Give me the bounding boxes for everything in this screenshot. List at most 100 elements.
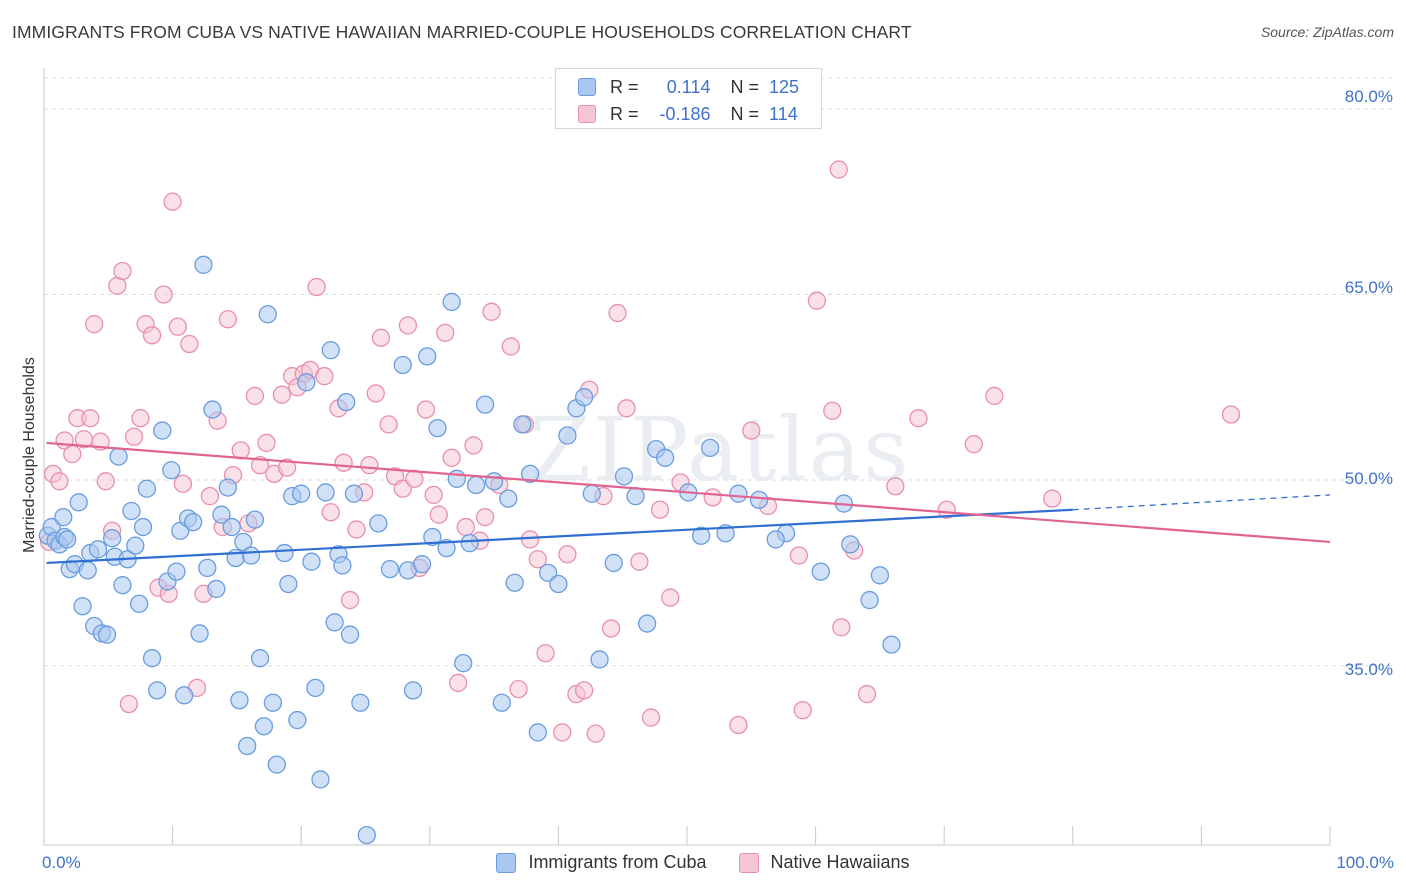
cuba-point bbox=[604, 553, 623, 573]
legend-row-cuba: R = 0.114 N = 125 bbox=[578, 75, 799, 99]
hawaii-point bbox=[371, 328, 391, 347]
cuba-point bbox=[691, 526, 711, 545]
cuba-point bbox=[198, 558, 217, 578]
y-tick-label: 35.0% bbox=[1344, 660, 1393, 679]
cuba-point bbox=[520, 464, 540, 484]
y-axis-label: Married-couple Households bbox=[21, 357, 38, 553]
hawaii-point bbox=[829, 160, 848, 179]
cuba-point bbox=[729, 484, 748, 503]
hawaii-point bbox=[482, 302, 501, 321]
cuba-point bbox=[337, 392, 356, 412]
cuba-point bbox=[57, 530, 77, 549]
cuba-point bbox=[207, 579, 226, 599]
cuba-point bbox=[582, 484, 601, 503]
hawaii-point bbox=[703, 488, 722, 507]
hawaii-point bbox=[857, 684, 877, 704]
cuba-point bbox=[222, 517, 241, 537]
cuba-point bbox=[558, 426, 577, 445]
cuba-point bbox=[369, 514, 388, 533]
hawaii-point bbox=[558, 545, 577, 564]
cuba-point bbox=[860, 590, 879, 610]
cuba-point bbox=[245, 510, 265, 529]
legend-label: Native Hawaiians bbox=[770, 852, 910, 872]
hawaii-point bbox=[520, 530, 540, 549]
hawaii-point bbox=[553, 723, 572, 742]
hawaii-point bbox=[742, 421, 761, 440]
cuba-point bbox=[292, 484, 311, 503]
cuba-point bbox=[113, 576, 132, 595]
cuba-point bbox=[655, 448, 675, 467]
legend-item-hawaii: Native Hawaiians bbox=[738, 852, 910, 873]
cuba-point bbox=[184, 512, 203, 532]
hawaii-point bbox=[807, 291, 827, 310]
cuba-point bbox=[499, 489, 518, 508]
hawaii-point bbox=[163, 192, 182, 211]
cuba-point bbox=[263, 693, 283, 712]
cuba-point bbox=[230, 691, 249, 710]
x-tick-label: 100.0% bbox=[1336, 853, 1394, 872]
hawaii-point bbox=[63, 444, 82, 464]
cuba-point bbox=[88, 540, 108, 559]
hawaii-point bbox=[509, 679, 528, 699]
y-tick-label: 65.0% bbox=[1344, 278, 1393, 297]
hawaii-point bbox=[360, 456, 379, 475]
cuba-point bbox=[254, 717, 274, 736]
hawaii-point bbox=[456, 517, 475, 537]
cuba-point bbox=[279, 574, 298, 594]
cuba-point bbox=[466, 475, 486, 495]
hawaii-trend-line bbox=[46, 441, 1331, 544]
hawaii-point bbox=[250, 456, 270, 475]
cuba-point bbox=[447, 469, 466, 488]
hawaii-point bbox=[501, 337, 520, 356]
source-credit: Source: ZipAtlas.com bbox=[1260, 24, 1394, 40]
n-label: N = bbox=[730, 103, 760, 124]
hawaii-point bbox=[630, 552, 649, 571]
n-value: 114 bbox=[769, 103, 798, 124]
cuba-point bbox=[428, 418, 447, 438]
hawaii-point bbox=[964, 435, 983, 454]
cuba-trend-line bbox=[46, 508, 1073, 565]
hawaii-point bbox=[424, 485, 443, 505]
cuba-point bbox=[137, 479, 157, 498]
cuba-point bbox=[574, 388, 594, 407]
legend-label: Immigrants from Cuba bbox=[528, 852, 707, 872]
cuba-point bbox=[423, 527, 442, 547]
hawaii-point bbox=[321, 503, 340, 522]
cuba-point bbox=[162, 461, 181, 480]
hawaii-point bbox=[96, 472, 115, 491]
hawaii-point bbox=[574, 681, 594, 700]
immigrants-from-cuba-series bbox=[38, 255, 901, 845]
hawaii-point bbox=[81, 409, 100, 428]
hawaii-point bbox=[398, 316, 418, 335]
hawaii-point bbox=[823, 401, 842, 420]
cuba-point bbox=[306, 678, 325, 698]
hawaii-point bbox=[168, 317, 187, 336]
hawaii-swatch-icon bbox=[738, 852, 759, 873]
cuba-point bbox=[538, 563, 558, 582]
cuba-point bbox=[275, 543, 294, 563]
hawaii-point bbox=[307, 277, 326, 297]
hawaii-point bbox=[366, 384, 385, 403]
y-tick-label: 80.0% bbox=[1344, 87, 1393, 106]
hawaii-point bbox=[429, 505, 448, 524]
cuba-point bbox=[267, 755, 286, 774]
cuba-swatch-icon bbox=[578, 78, 596, 96]
n-value: 125 bbox=[769, 76, 800, 97]
hawaii-point bbox=[142, 326, 162, 345]
hawaii-point bbox=[379, 415, 398, 434]
cuba-point bbox=[841, 535, 860, 554]
cuba-point bbox=[357, 825, 376, 845]
hawaii-point bbox=[832, 618, 851, 637]
hawaii-point bbox=[393, 479, 412, 498]
cuba-point bbox=[190, 624, 209, 643]
cuba-point bbox=[97, 625, 117, 644]
r-label: R = bbox=[610, 76, 639, 97]
cuba-point bbox=[811, 562, 830, 581]
cuba-point bbox=[241, 546, 261, 565]
hawaii-point bbox=[641, 708, 661, 727]
hawaii-point bbox=[1221, 405, 1241, 424]
hawaii-point bbox=[113, 261, 132, 281]
cuba-point bbox=[212, 505, 231, 524]
hawaii-point bbox=[729, 715, 748, 735]
